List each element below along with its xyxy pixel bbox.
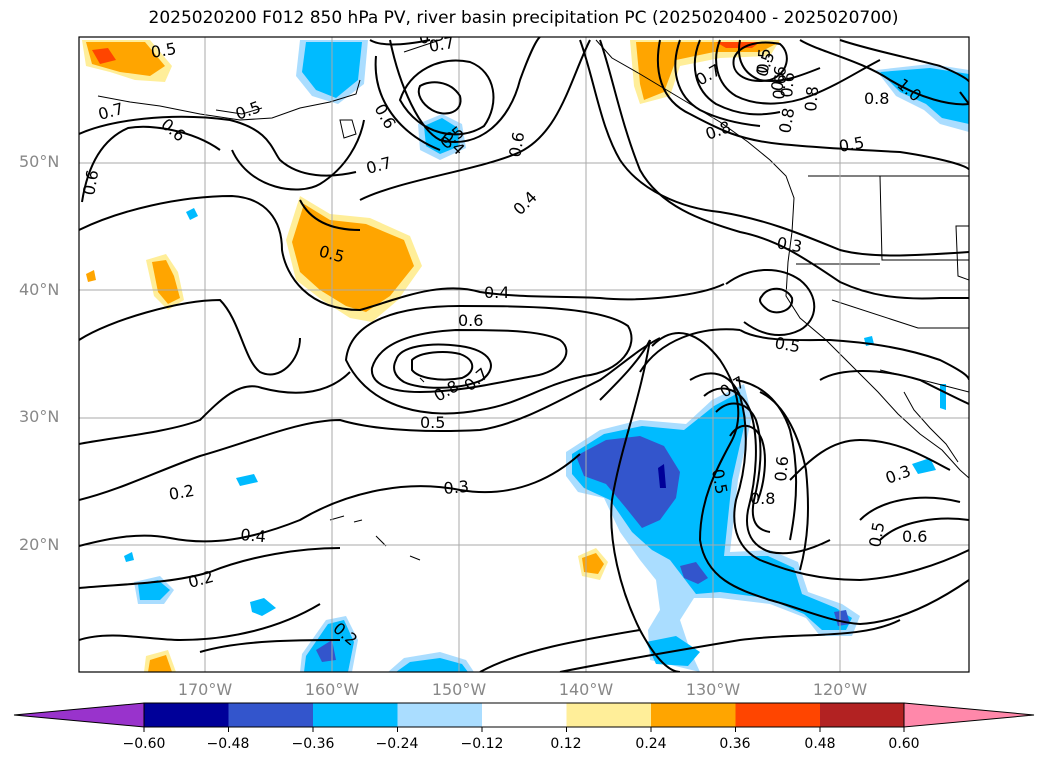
contour-label: 0.8 xyxy=(864,89,889,108)
lon-label-150w: 150°W xyxy=(431,680,487,699)
positive-shading xyxy=(82,40,780,672)
pv-contours xyxy=(79,37,969,672)
contour-label: 0.6 xyxy=(458,311,483,330)
lon-label-130w: 130°W xyxy=(685,680,741,699)
contour-label: 0.8 xyxy=(801,85,822,112)
colorbar-segment xyxy=(397,703,482,727)
lon-label-170w: 170°W xyxy=(177,680,233,699)
contour-label: 0.3 xyxy=(775,233,803,256)
contour-label: 0.6 xyxy=(505,130,528,158)
colorbar-segment xyxy=(144,703,229,727)
coastlines xyxy=(97,39,969,561)
contour-label: 0.4 xyxy=(484,283,509,302)
colorbar-segment xyxy=(313,703,398,727)
contour-label: 0.4 xyxy=(240,525,267,546)
colorbar-tick-label: −0.36 xyxy=(291,736,335,752)
colorbar-segment xyxy=(566,703,651,727)
contour-label: 0.8 xyxy=(775,106,798,134)
colorbar-extend-high xyxy=(903,702,1035,728)
contour-label: 0.6 xyxy=(777,71,798,98)
colorbar-tick-label: −0.24 xyxy=(375,736,419,752)
lon-label-120w: 120°W xyxy=(812,680,868,699)
contour-label: 0.6 xyxy=(79,168,102,196)
colorbar-tick-label: 0.24 xyxy=(635,736,667,752)
contour-label: 0.3 xyxy=(443,477,470,498)
colorbar-segment xyxy=(820,703,905,727)
contour-label: 0.5 xyxy=(753,47,774,74)
colorbar-tick-label: −0.60 xyxy=(122,736,166,752)
map-panel: 0.5 0.7 0.6 0.5 0.6 0.7 0.4 0.5 0.6 0.7 … xyxy=(79,25,969,672)
contour-label: 0.5 xyxy=(149,39,177,62)
map-frame xyxy=(78,36,970,673)
lon-label-160w: 160°W xyxy=(304,680,360,699)
contour-label: 0.5 xyxy=(708,467,731,495)
lat-label-30n: 30°N xyxy=(19,407,60,426)
colorbar xyxy=(13,702,1035,732)
contour-label: 0.6 xyxy=(769,73,790,100)
lat-label-40n: 40°N xyxy=(19,280,60,299)
colorbar-extend-low xyxy=(13,702,145,728)
contour-label: 0.5 xyxy=(865,520,888,548)
lat-label-20n: 20°N xyxy=(19,535,60,554)
colorbar-tick-label: 0.48 xyxy=(804,736,836,752)
contour-label: 0.7 xyxy=(427,33,455,56)
contour-label: 0.3 xyxy=(417,25,445,48)
contour-label: 0.5 xyxy=(837,133,865,156)
colorbar-tick-label: −0.12 xyxy=(460,736,504,752)
contour-label: 0.8 xyxy=(750,489,775,508)
contour-label: 0.6 xyxy=(902,527,927,546)
lon-label-140w: 140°W xyxy=(558,680,614,699)
colorbar-tick-label: −0.48 xyxy=(206,736,250,752)
colorbar-segment xyxy=(482,703,567,727)
colorbar-tick-label: 0.12 xyxy=(550,736,582,752)
contour-label: 0.6 xyxy=(767,64,790,92)
colorbar-segment xyxy=(735,703,820,727)
colorbar-tick-label: 0.60 xyxy=(888,736,920,752)
contour-label: 0.2 xyxy=(167,481,195,504)
colorbar-segment xyxy=(228,703,313,727)
lat-label-50n: 50°N xyxy=(19,152,60,171)
map-title: 2025020200 F012 850 hPa PV, river basin … xyxy=(148,8,899,28)
contour-label: 0.6 xyxy=(771,455,792,482)
contour-labels: 0.5 0.7 0.6 0.5 0.6 0.7 0.4 0.5 0.6 0.7 … xyxy=(79,25,927,649)
contour-label: 0.5 xyxy=(420,413,445,432)
contour-label: 0.5 xyxy=(773,333,801,356)
colorbar-tick-label: 0.36 xyxy=(719,736,751,752)
colorbar-segment xyxy=(651,703,736,727)
